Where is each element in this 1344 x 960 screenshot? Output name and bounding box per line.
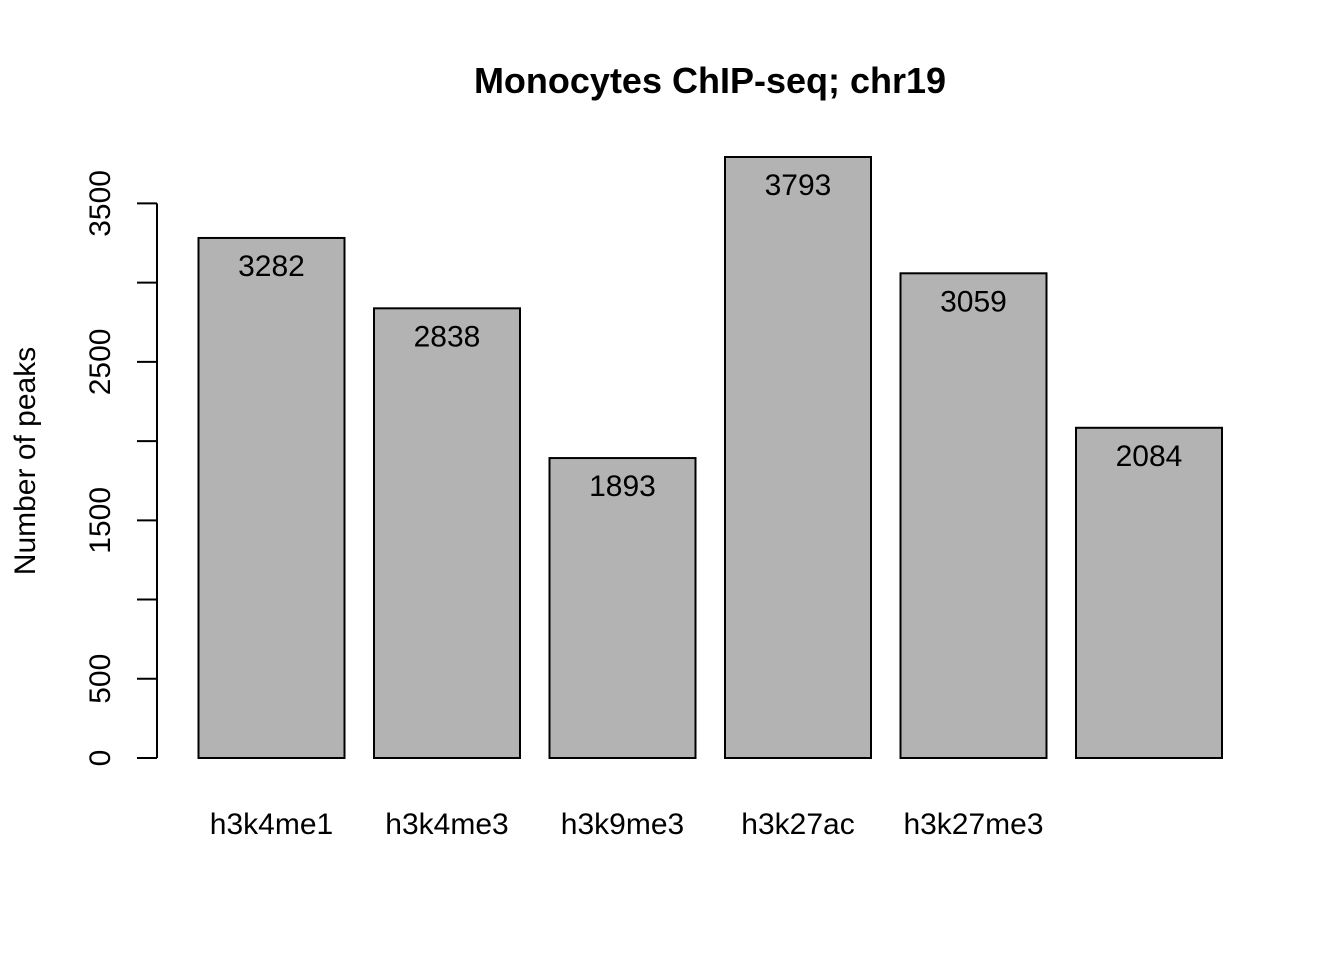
bar [724, 156, 872, 759]
y-axis-label: Number of peaks [9, 347, 42, 575]
category-label: h3k27ac [741, 808, 854, 841]
category-label: h3k27me3 [903, 808, 1043, 841]
bar-value-label: 2838 [414, 320, 481, 353]
y-tick-label: 1500 [84, 487, 117, 554]
y-axis: 0 500 1500 2500 3500 [84, 170, 158, 767]
bar [899, 272, 1048, 759]
bar [548, 457, 697, 759]
bars: 3282 2838 1893 3793 3059 2084 [197, 156, 1223, 759]
bar [1075, 426, 1223, 759]
bar [373, 307, 521, 759]
y-tick-label: 0 [84, 750, 117, 767]
bar-value-label: 2084 [1116, 440, 1183, 473]
y-tick-label: 2500 [84, 329, 117, 396]
bar-value-label: 3059 [940, 285, 1007, 318]
bar [197, 236, 346, 759]
bar-value-label: 3282 [238, 250, 305, 283]
category-labels: h3k4me1 h3k4me3 h3k9me3 h3k27ac h3k27me3 [210, 808, 1044, 841]
bar-value-label: 3793 [765, 169, 832, 202]
category-label: h3k9me3 [561, 808, 684, 841]
chart-title: Monocytes ChIP-seq; chr19 [474, 60, 946, 101]
category-label: h3k4me3 [385, 808, 508, 841]
bar-value-label: 1893 [589, 470, 656, 503]
y-tick-label: 500 [84, 654, 117, 704]
y-tick-label: 3500 [84, 170, 117, 237]
category-label: h3k4me1 [210, 808, 333, 841]
